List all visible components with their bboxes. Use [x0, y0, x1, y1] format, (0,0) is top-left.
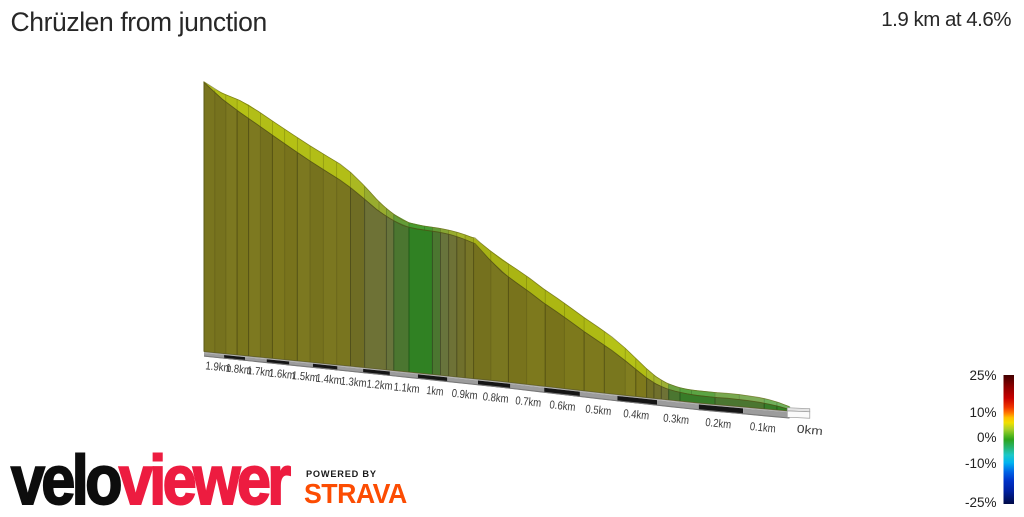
- svg-text:0.1km: 0.1km: [749, 421, 776, 436]
- svg-text:1km: 1km: [426, 385, 444, 399]
- svg-text:0.8km: 0.8km: [482, 391, 509, 406]
- svg-text:1.5km: 1.5km: [291, 370, 318, 385]
- svg-text:0.5km: 0.5km: [585, 404, 612, 419]
- svg-text:0%: 0%: [977, 430, 997, 445]
- svg-text:0.4km: 0.4km: [623, 408, 650, 423]
- svg-text:0.6km: 0.6km: [549, 399, 576, 414]
- svg-text:1.7km: 1.7km: [246, 365, 273, 380]
- svg-text:0.2km: 0.2km: [705, 417, 732, 432]
- svg-text:0.9km: 0.9km: [451, 388, 478, 403]
- svg-text:POWERED BY: POWERED BY: [306, 469, 377, 479]
- svg-text:-25%: -25%: [965, 495, 997, 510]
- svg-text:Chrüzlen from junction: Chrüzlen from junction: [11, 7, 267, 37]
- svg-text:1.1km: 1.1km: [393, 381, 420, 396]
- svg-text:0.3km: 0.3km: [663, 413, 690, 428]
- svg-text:1.4km: 1.4km: [315, 373, 342, 388]
- svg-text:0.7km: 0.7km: [515, 395, 542, 410]
- svg-text:0km: 0km: [796, 424, 823, 439]
- svg-text:1.9km: 1.9km: [205, 360, 232, 375]
- svg-text:STRAVA: STRAVA: [304, 478, 407, 509]
- svg-text:1.2km: 1.2km: [366, 378, 393, 393]
- svg-text:1.3km: 1.3km: [340, 376, 367, 391]
- svg-text:-10%: -10%: [965, 456, 997, 471]
- svg-text:1.9 km at 4.6%: 1.9 km at 4.6%: [881, 8, 1011, 31]
- svg-text:1.8km: 1.8km: [225, 363, 252, 378]
- svg-text:veloviewer: veloviewer: [11, 441, 291, 512]
- svg-text:25%: 25%: [969, 368, 996, 383]
- svg-text:1.6km: 1.6km: [268, 368, 295, 383]
- svg-text:10%: 10%: [969, 405, 996, 420]
